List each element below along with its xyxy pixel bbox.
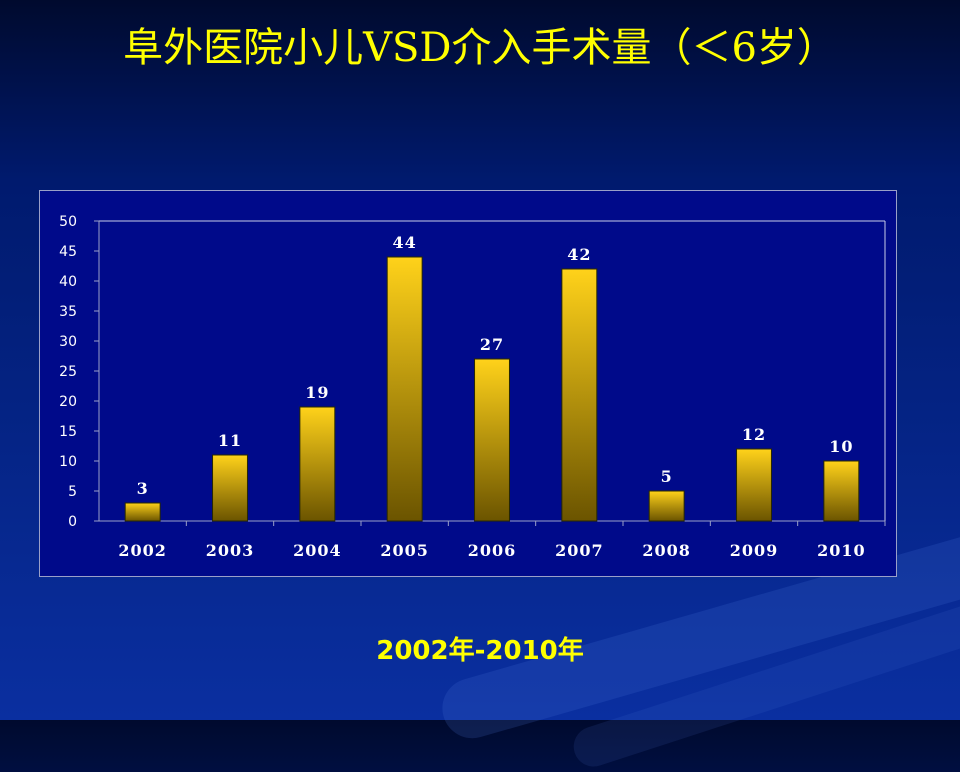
- y-tick-label: 45: [59, 244, 77, 260]
- x-tick-label: 2010: [817, 541, 866, 560]
- data-label-2005: 44: [393, 233, 417, 252]
- data-label-2002: 3: [137, 479, 149, 498]
- bar-2002: [124, 502, 161, 522]
- y-tick-label: 0: [68, 514, 77, 530]
- data-label-2007: 42: [567, 245, 591, 264]
- y-tick-label: 25: [59, 364, 77, 380]
- y-tick-label: 15: [59, 424, 77, 440]
- bar-2007: [561, 268, 598, 522]
- x-tick-label: 2007: [555, 541, 604, 560]
- data-label-2009: 12: [742, 425, 766, 444]
- bar-2004: [299, 406, 336, 522]
- bar-chart: 0 5 10 15 20 25 30 35 40 45 50 3 2002 11 2003 19 2004 44 2…: [39, 190, 897, 577]
- y-tick-label: 40: [59, 274, 77, 290]
- data-label-2008: 5: [661, 467, 673, 486]
- slide-title: 阜外医院小儿VSD介入手术量（＜6岁）: [123, 25, 837, 71]
- bar-2009: [736, 448, 772, 522]
- bar-2005: [386, 256, 423, 522]
- y-tick-label: 35: [59, 304, 77, 320]
- x-tick-label: 2002: [118, 541, 167, 560]
- y-tick-label: 50: [59, 214, 77, 230]
- data-label-2006: 27: [480, 335, 504, 354]
- bar-2006: [474, 358, 510, 522]
- x-tick-label: 2004: [293, 541, 342, 560]
- x-tick-label: 2005: [380, 541, 429, 560]
- slide-subtitle: 2002年-2010年: [376, 636, 584, 666]
- y-tick-label: 5: [68, 484, 77, 500]
- x-tick-label: 2008: [642, 541, 691, 560]
- x-tick-label: 2009: [730, 541, 779, 560]
- bar-2010: [823, 460, 860, 522]
- x-tick-label: 2003: [206, 541, 255, 560]
- data-label-2004: 19: [305, 383, 329, 402]
- x-tick-label: 2006: [468, 541, 517, 560]
- bar-2003: [212, 454, 248, 522]
- data-label-2003: 11: [218, 431, 242, 450]
- y-tick-label: 10: [59, 454, 77, 470]
- bar-2008: [648, 490, 685, 522]
- y-tick-label: 20: [59, 394, 77, 410]
- data-label-2010: 10: [829, 437, 853, 456]
- chart-svg: 0 5 10 15 20 25 30 35 40 45 50 3 2002 11 2003 19 2004 44 2…: [59, 214, 886, 560]
- y-tick-label: 30: [59, 334, 77, 350]
